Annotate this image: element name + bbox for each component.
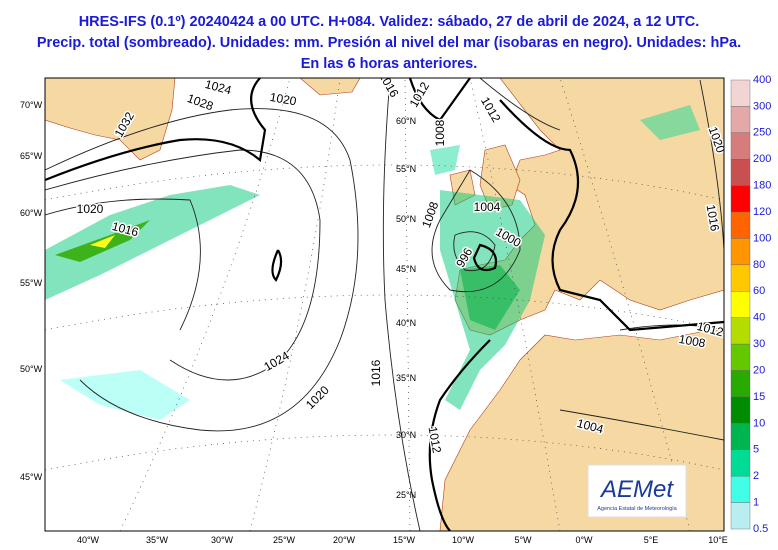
colorbar-label: 250 (753, 127, 771, 139)
bottom-label: 40°W (77, 535, 100, 545)
latitude-label: 35°N (396, 373, 416, 383)
colorbar-segment (730, 449, 751, 477)
isobar-label: 1020 (77, 202, 104, 216)
left-label: 50°W (20, 364, 43, 374)
latitude-label: 60°N (396, 116, 416, 126)
left-label: 45°W (20, 472, 43, 482)
isobar-label: 1016 (369, 359, 383, 386)
title-line: En las 6 horas anteriores. (301, 56, 478, 72)
colorbar-segment (730, 291, 751, 318)
isobar-label: 1020 (269, 90, 298, 108)
logo: AEMet Agencia Estatal de Meteorología (587, 464, 687, 518)
colorbar-label: 60 (753, 285, 765, 297)
colorbar-label: 20 (753, 364, 765, 376)
colorbar-segment (730, 317, 751, 345)
colorbar-label: 100 (753, 232, 771, 244)
bottom-label: 0°W (575, 535, 593, 545)
latitude-label: 25°N (396, 490, 416, 500)
colorbar-label: 200 (753, 153, 771, 165)
colorbar-segment (730, 475, 751, 503)
title-line: Precip. total (sombreado). Unidades: mm.… (37, 35, 741, 51)
colorbar-label: 1 (753, 496, 759, 508)
colorbar-label: 120 (753, 206, 771, 218)
colorbar-segment (730, 370, 751, 398)
isobar-label: 1004 (474, 200, 501, 214)
colorbar-label: 30 (753, 338, 765, 350)
latitude-label: 50°N (396, 214, 416, 224)
colorbar-segment (730, 132, 751, 160)
left-label: 60°W (20, 208, 43, 218)
colorbar-segment (730, 211, 751, 239)
colorbar-label: 80 (753, 259, 765, 271)
bottom-label: 5°E (644, 535, 659, 545)
colorbar-segment (730, 423, 751, 450)
bottom-label: 10°W (452, 535, 475, 545)
colorbar-segment (730, 264, 751, 292)
latitude-label: 45°N (396, 264, 416, 274)
colorbar-label: 300 (753, 100, 771, 112)
logo-subtitle: Agencia Estatal de Meteorología (597, 506, 677, 512)
left-label: 70°W (20, 100, 43, 110)
colorbar-segment (730, 159, 751, 186)
colorbar-segment (730, 106, 751, 134)
isobar-label: 1008 (678, 332, 707, 350)
isobar-label: 1012 (426, 425, 444, 454)
colorbar-label: 15 (753, 391, 765, 403)
latitude-label: 40°N (396, 318, 416, 328)
bottom-label: 15°W (393, 535, 416, 545)
colorbar-label: 400 (753, 74, 771, 86)
colorbar-label: 40 (753, 312, 765, 324)
colorbar-segment (730, 185, 751, 213)
colorbar-segment (730, 343, 751, 371)
bottom-label: 25°W (273, 535, 296, 545)
colorbar-label: 0.5 (753, 523, 768, 535)
colorbar-segment (730, 502, 751, 530)
colorbar-label: 180 (753, 180, 771, 192)
left-label: 65°W (20, 151, 43, 161)
bottom-label: 10°E (708, 535, 728, 545)
colorbar-segment (730, 396, 751, 424)
colorbar-segment (730, 79, 751, 107)
isobar-label: 1016 (704, 203, 722, 232)
bottom-label: 20°W (333, 535, 356, 545)
title-line: HRES-IFS (0.1º) 20240424 a 00 UTC. H+084… (79, 14, 700, 30)
logo-name: AEMet (599, 476, 674, 503)
colorbar-segment (730, 238, 751, 266)
latitude-label: 30°N (396, 430, 416, 440)
colorbar-label: 10 (753, 417, 765, 429)
colorbar-label: 5 (753, 444, 759, 456)
colorbar-label: 2 (753, 470, 759, 482)
latitude-label: 55°N (396, 164, 416, 174)
bottom-label: 5°W (514, 535, 532, 545)
left-label: 55°W (20, 278, 43, 288)
bottom-label: 30°W (211, 535, 234, 545)
isobar-label: 1008 (433, 119, 447, 146)
bottom-label: 35°W (146, 535, 169, 545)
